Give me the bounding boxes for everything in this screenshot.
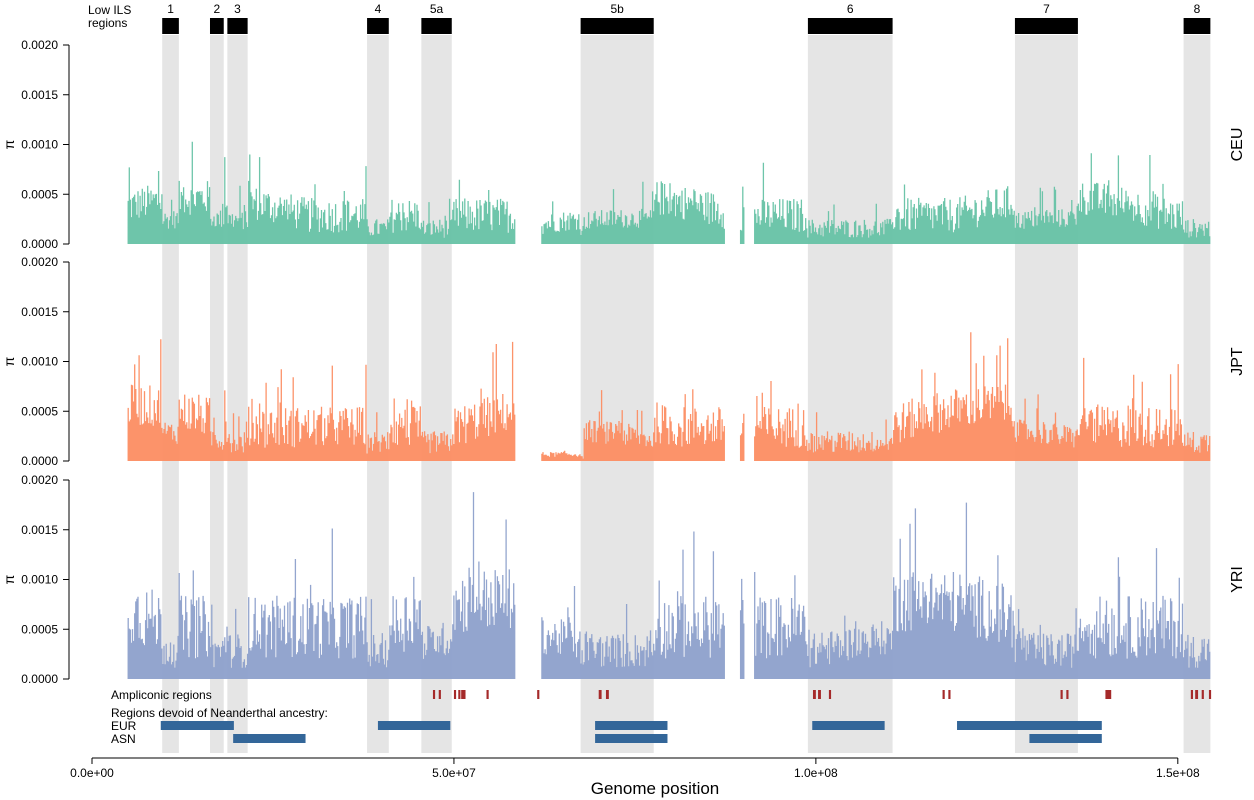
- low-ils-bars: 1 2 3 4 5a 5b 6 7 8: [162, 2, 1211, 34]
- neanderthal-row-label-asn: ASN: [111, 732, 136, 746]
- y-tick-label: 0.0015: [21, 523, 58, 537]
- low-ils-label-line1: Low ILS: [88, 3, 131, 17]
- y-tick-label: 0.0000: [21, 454, 58, 468]
- neanderthal-region-eur: [377, 721, 451, 730]
- low-ils-label-8: 8: [1194, 2, 1201, 16]
- ampliconic-region: [1190, 690, 1194, 699]
- ampliconic-region: [828, 690, 832, 699]
- y-axis-label: π: [1, 139, 17, 149]
- neanderthal-region-eur: [812, 721, 885, 730]
- low-ils-shade-8: [1183, 35, 1211, 753]
- y-tick-label: 0.0010: [21, 138, 58, 152]
- series-ceu: [127, 141, 1211, 244]
- low-ils-bar-2: [209, 18, 224, 34]
- neanderthal-row-label-eur: EUR: [111, 719, 137, 733]
- ampliconic-region: [812, 690, 816, 699]
- series-jpt: [127, 332, 1211, 461]
- ampliconic-region: [1060, 690, 1063, 699]
- y-tick-label: 0.0010: [21, 573, 58, 587]
- y-tick-label: 0.0020: [21, 255, 58, 269]
- y-tick-label: 0.0020: [21, 473, 58, 487]
- neanderthal-region-eur: [160, 721, 234, 730]
- y-tick-label: 0.0005: [21, 187, 58, 201]
- ampliconic-region: [537, 690, 540, 699]
- ampliconic-region: [453, 690, 457, 699]
- ampliconic-region: [1195, 690, 1199, 699]
- y-tick-label: 0.0000: [21, 237, 58, 251]
- series-yri: [127, 492, 1211, 679]
- neanderthal-region-asn: [595, 734, 668, 743]
- low-ils-shade-1: [162, 35, 179, 753]
- panel-label: CEU: [1229, 128, 1246, 162]
- neanderthal-region-asn: [1029, 734, 1102, 743]
- low-ils-label-line2: regions: [88, 16, 127, 30]
- low-ils-shade-5a: [421, 35, 452, 753]
- low-ils-label-2: 2: [214, 2, 221, 16]
- low-ils-bar-3: [227, 18, 248, 34]
- low-ils-bar-7: [1014, 18, 1078, 34]
- x-tick-label: 5.0e+07: [432, 766, 476, 780]
- panel-label: YRI: [1229, 566, 1246, 593]
- low-ils-label-7: 7: [1043, 2, 1050, 16]
- low-ils-label-6: 6: [847, 2, 854, 16]
- low-ils-shade-4: [367, 35, 389, 753]
- y-tick-label: 0.0020: [21, 38, 58, 52]
- y-tick-label: 0.0015: [21, 88, 58, 102]
- ampliconic-region: [458, 690, 461, 699]
- ampliconic-region: [432, 690, 436, 699]
- low-ils-shade-5b: [580, 35, 654, 753]
- low-ils-label-3: 3: [234, 2, 241, 16]
- y-tick-label: 0.0010: [21, 355, 58, 369]
- low-ils-bar-4: [367, 18, 389, 34]
- x-tick-label: 0.0e+00: [70, 766, 114, 780]
- panel-yri: 0.0000 0.0005 0.0010 0.0015 0.0020 π YRI: [1, 473, 1246, 686]
- low-ils-shade-7: [1014, 35, 1078, 753]
- low-ils-bar-6: [807, 18, 893, 34]
- y-tick-label: 0.0015: [21, 305, 58, 319]
- x-axis-label: Genome position: [591, 779, 720, 798]
- y-axis-label: π: [1, 574, 17, 584]
- ampliconic-region: [1201, 690, 1204, 699]
- ampliconic-region: [818, 690, 821, 699]
- x-tick-label: 1.0e+08: [794, 766, 838, 780]
- y-tick-label: 0.0005: [21, 404, 58, 418]
- neanderthal-title: Regions devoid of Neanderthal ancestry:: [111, 706, 328, 720]
- ampliconic-region: [1066, 690, 1069, 699]
- panel-label: JPT: [1229, 347, 1246, 376]
- neanderthal-region-asn: [233, 734, 306, 743]
- ampliconic-region: [1105, 690, 1112, 699]
- low-ils-label-5b: 5b: [610, 2, 624, 16]
- low-ils-label-5a: 5a: [430, 2, 444, 16]
- ampliconic-region: [438, 690, 441, 699]
- ampliconic-region: [942, 690, 945, 699]
- y-axis-label: π: [1, 356, 17, 366]
- ampliconic-region: [1208, 690, 1212, 699]
- low-ils-label-4: 4: [375, 2, 382, 16]
- low-ils-label-1: 1: [167, 2, 174, 16]
- low-ils-bar-8: [1183, 18, 1211, 34]
- neanderthal-region-eur: [957, 721, 1102, 730]
- panel-ceu: 0.0000 0.0005 0.0010 0.0015 0.0020 π CEU: [1, 38, 1246, 251]
- ampliconic-region: [598, 690, 602, 699]
- x-axis: Genome position 0.0e+00 5.0e+07 1.0e+08 1.5…: [70, 757, 1200, 798]
- ampliconic-track: Ampliconic regions: [111, 688, 1212, 702]
- ampliconic-region: [486, 690, 489, 699]
- neanderthal-track: Regions devoid of Neanderthal ancestry: …: [111, 706, 1102, 746]
- ampliconic-label: Ampliconic regions: [111, 688, 212, 702]
- panel-jpt: 0.0000 0.0005 0.0010 0.0015 0.0020 π JPT: [1, 255, 1246, 468]
- y-tick-label: 0.0000: [21, 672, 58, 686]
- ampliconic-region: [605, 690, 609, 699]
- y-tick-label: 0.0005: [21, 622, 58, 636]
- low-ils-bar-5b: [580, 18, 654, 34]
- ampliconic-region: [948, 690, 951, 699]
- x-tick-label: 1.5e+08: [1156, 766, 1200, 780]
- low-ils-bar-5a: [421, 18, 452, 34]
- low-ils-bar-1: [162, 18, 179, 34]
- neanderthal-region-eur: [595, 721, 668, 730]
- ampliconic-region: [461, 690, 466, 699]
